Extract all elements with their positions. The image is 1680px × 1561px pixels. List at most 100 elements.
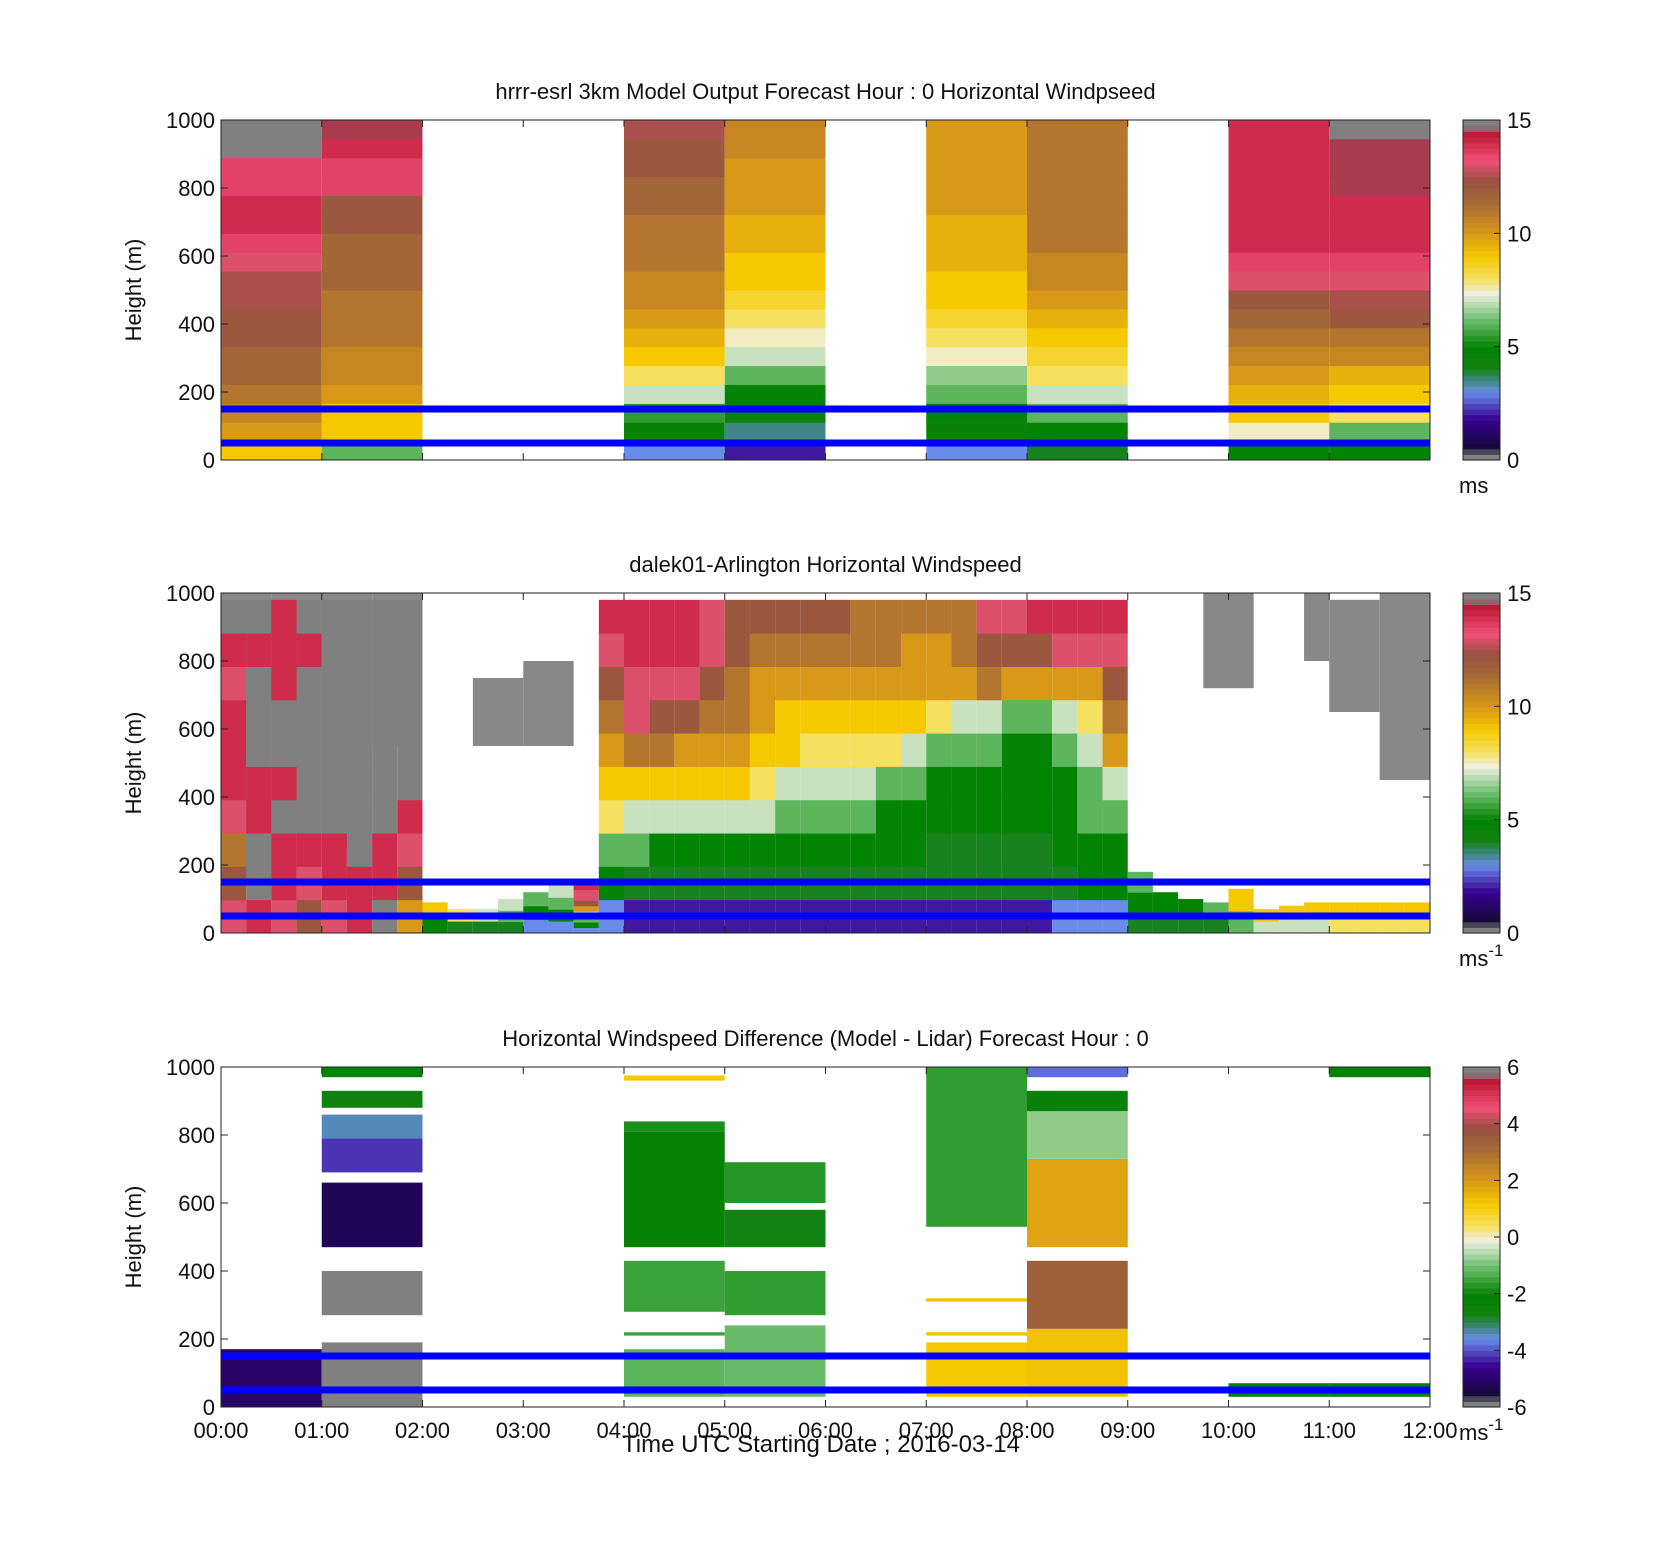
heatmap-cell xyxy=(951,733,977,767)
colorbar-segment xyxy=(1463,593,1500,600)
heatmap-cell xyxy=(1001,733,1027,767)
heatmap-cell xyxy=(926,1298,1027,1302)
heatmap-cell xyxy=(724,233,826,253)
heatmap-cell xyxy=(850,833,876,867)
heatmap-cell xyxy=(724,1209,826,1248)
heatmap-cell xyxy=(598,633,624,667)
heatmap-cell xyxy=(1027,666,1053,701)
colorbar-segment xyxy=(1463,448,1500,455)
heatmap-cell xyxy=(1152,892,1179,914)
heatmap-cell xyxy=(598,666,624,701)
heatmap-cell xyxy=(221,252,322,272)
heatmap-cell xyxy=(598,833,624,867)
heatmap-cell xyxy=(699,799,725,834)
colorbar-segment xyxy=(1463,678,1500,685)
heatmap-cell xyxy=(321,599,347,634)
colorbar-segment xyxy=(1463,615,1500,622)
colorbar-segment xyxy=(1463,1135,1500,1142)
heatmap-cell xyxy=(674,766,700,801)
heatmap-cell xyxy=(397,766,423,801)
heatmap-cell xyxy=(624,290,725,310)
heatmap-cell xyxy=(926,308,1027,329)
colorbar-segment xyxy=(1463,239,1500,246)
heatmap-cell xyxy=(724,1271,826,1316)
heatmap-cell xyxy=(875,633,902,667)
heatmap-cell xyxy=(321,733,347,767)
heatmap-cell xyxy=(1027,833,1053,867)
colorbar-segment xyxy=(1463,836,1500,843)
colorbar-segment xyxy=(1463,1350,1500,1357)
heatmap-cell xyxy=(1228,365,1330,385)
colorbar-segment xyxy=(1463,882,1500,889)
colorbar-segment xyxy=(1463,312,1500,319)
colorbar-tick-label: 6 xyxy=(1507,1055,1519,1080)
heatmap-cell xyxy=(1077,599,1103,634)
heatmap-cell xyxy=(1329,157,1430,178)
heatmap-cell xyxy=(598,599,624,634)
heatmap-cell xyxy=(1052,799,1078,834)
colorbar-segment xyxy=(1463,1259,1500,1266)
x-tick-label: 07:00 xyxy=(899,1418,954,1443)
colorbar-segment xyxy=(1463,273,1500,280)
heatmap-cell xyxy=(548,897,574,910)
heatmap-cell xyxy=(321,1342,423,1407)
heatmap-cell xyxy=(372,666,398,701)
heatmap-cell xyxy=(1228,346,1330,367)
heatmap-cell xyxy=(624,599,650,634)
colorbar-segment xyxy=(1463,1373,1500,1380)
colorbar-segment xyxy=(1463,1265,1500,1272)
colorbar-segment xyxy=(1463,1310,1500,1317)
heatmap-cell xyxy=(1329,271,1430,291)
heatmap-cell xyxy=(825,833,851,867)
heatmap-cell xyxy=(624,176,725,197)
heatmap-cell xyxy=(1278,919,1305,934)
heatmap-cell xyxy=(951,833,977,867)
heatmap-cell xyxy=(825,599,851,634)
heatmap-cell xyxy=(221,233,322,253)
y-tick-label: 1000 xyxy=(166,581,215,606)
heatmap-cell xyxy=(321,1090,423,1108)
colorbar-segment xyxy=(1463,1123,1500,1130)
heatmap-cell xyxy=(321,1114,423,1139)
colorbar-segment xyxy=(1463,763,1500,770)
heatmap-cell xyxy=(598,733,624,767)
colorbar-tick-label: -2 xyxy=(1507,1282,1527,1307)
heatmap-cell xyxy=(321,233,423,253)
heatmap-cell xyxy=(523,919,549,934)
colorbar-segment xyxy=(1463,814,1500,821)
heatmap-cell xyxy=(951,799,977,834)
heatmap-cell xyxy=(624,120,725,140)
heatmap-cell xyxy=(926,733,952,767)
colorbar-segment xyxy=(1463,431,1500,438)
heatmap-cell xyxy=(749,799,776,834)
heatmap-cell xyxy=(321,271,423,291)
colorbar-segment xyxy=(1463,842,1500,849)
heatmap-cell xyxy=(221,733,247,767)
y-tick-label: 0 xyxy=(203,921,215,946)
colorbar-segment xyxy=(1463,210,1500,217)
heatmap-cell xyxy=(1052,666,1078,701)
heatmap-cell xyxy=(321,252,423,272)
heatmap-cell xyxy=(976,733,1002,767)
heatmap-cell xyxy=(321,1138,423,1173)
x-tick-label: 01:00 xyxy=(294,1418,349,1443)
x-tick-label: 05:00 xyxy=(697,1418,752,1443)
heatmap-cell xyxy=(850,766,876,801)
colorbar-segment xyxy=(1463,1237,1500,1244)
heatmap-cell xyxy=(724,633,750,667)
colorbar-segment xyxy=(1463,661,1500,668)
heatmap-cell xyxy=(624,233,725,253)
colorbar-segment xyxy=(1463,644,1500,651)
heatmap-cell xyxy=(926,290,1027,310)
heatmap-cell xyxy=(372,599,398,634)
colorbar-segment xyxy=(1463,1390,1500,1397)
heatmap-cell xyxy=(1027,1090,1128,1112)
heatmap-cell xyxy=(573,894,599,901)
y-tick-label: 400 xyxy=(178,312,215,337)
heatmap-cell xyxy=(825,766,851,801)
colorbar-segment xyxy=(1463,1163,1500,1170)
heatmap-cell xyxy=(901,833,927,867)
colorbar-tick-label: 5 xyxy=(1507,808,1519,833)
heatmap-cell xyxy=(724,120,826,140)
colorbar-segment xyxy=(1463,1316,1500,1323)
